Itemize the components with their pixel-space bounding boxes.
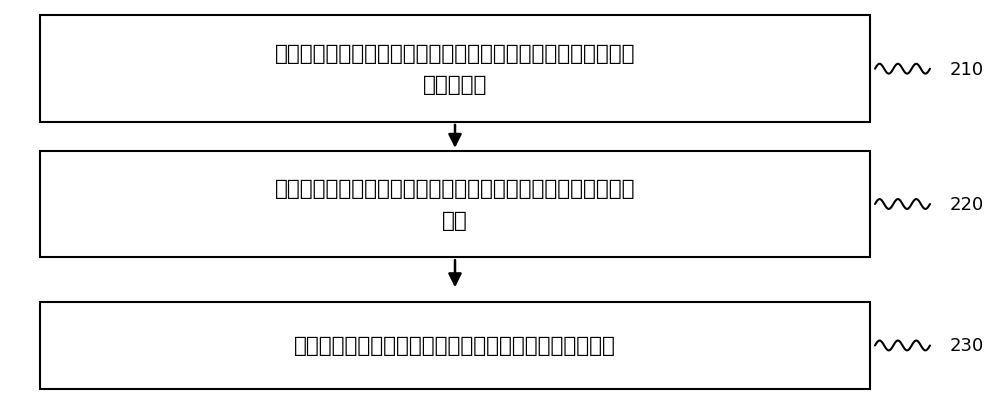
Text: 210: 210	[950, 61, 984, 79]
Bar	[40, 16, 870, 123]
Text: 面点云数据: 面点云数据	[423, 75, 487, 95]
Text: 信息: 信息	[442, 210, 468, 230]
Bar	[40, 303, 870, 389]
Bar	[40, 151, 870, 258]
Text: 对胸腹部表面点云数据进行分析，确定被测对象的肺通气量变化: 对胸腹部表面点云数据进行分析，确定被测对象的肺通气量变化	[275, 179, 635, 199]
Text: 220: 220	[950, 196, 984, 213]
Text: 通过生物体探测传感器获取被测对象在预设时间段内的胸腹部表: 通过生物体探测传感器获取被测对象在预设时间段内的胸腹部表	[275, 44, 635, 64]
Text: 230: 230	[950, 337, 984, 355]
Text: 根据肺通气量变化信息，确定被测对象的肺功能检查结果: 根据肺通气量变化信息，确定被测对象的肺功能检查结果	[294, 336, 616, 355]
